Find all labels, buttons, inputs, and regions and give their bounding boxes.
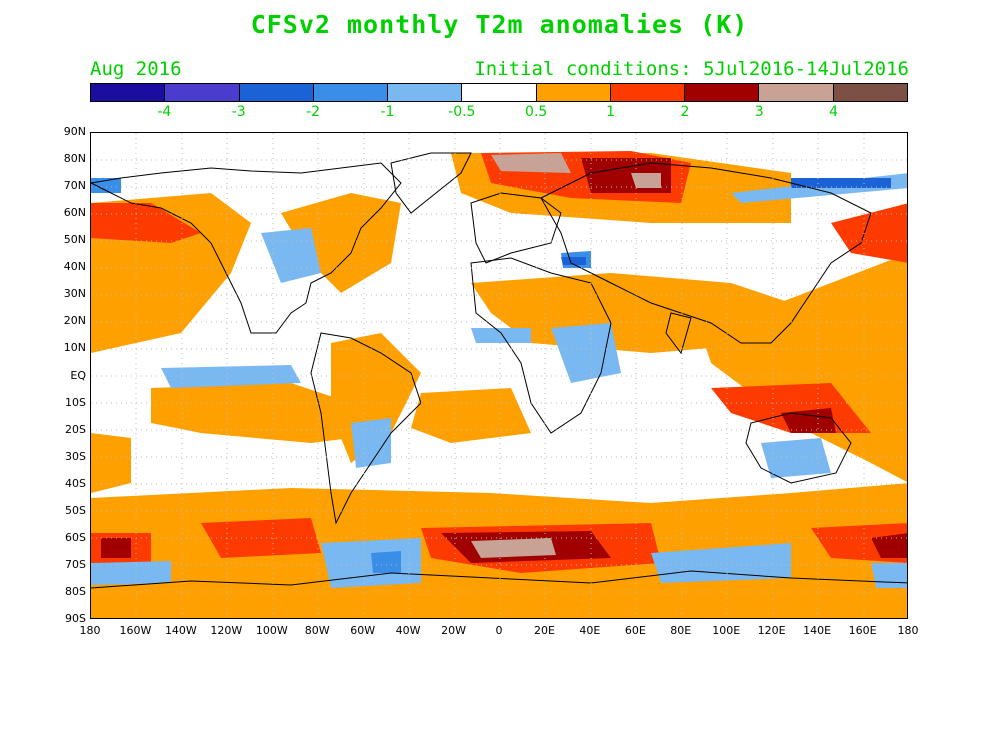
longitude-label: 20W bbox=[441, 624, 466, 637]
latitude-label: 70S bbox=[65, 557, 86, 571]
longitude-label: 80E bbox=[670, 624, 692, 637]
latitude-label: 30N bbox=[63, 287, 86, 301]
anomaly-region bbox=[561, 257, 586, 265]
anomaly-region bbox=[101, 538, 131, 558]
latitude-label: 70N bbox=[63, 179, 86, 193]
colorbar-label: 2 bbox=[680, 104, 690, 120]
latitude-label: 20S bbox=[65, 422, 86, 436]
map-title: CFSv2 monthly T2m anomalies (K) bbox=[250, 10, 749, 39]
latitude-label: 20N bbox=[63, 314, 86, 328]
colorbar-label: -2 bbox=[306, 104, 321, 120]
grid-dots bbox=[91, 133, 907, 618]
colorbar-label: 4 bbox=[829, 104, 839, 120]
longitude-label: 40W bbox=[395, 624, 421, 637]
anomaly-region bbox=[91, 433, 131, 493]
longitude-label: 100W bbox=[255, 624, 288, 637]
colorbar-label: 1 bbox=[606, 104, 615, 120]
colorbar-swatch bbox=[239, 84, 314, 101]
latitude-label: 60N bbox=[63, 206, 86, 220]
colorbar-label: 3 bbox=[754, 104, 764, 120]
anomaly-region bbox=[551, 323, 621, 383]
longitude-label: 80W bbox=[304, 624, 330, 637]
colorbar-swatch bbox=[462, 84, 537, 101]
coastlines bbox=[91, 152, 907, 589]
latitude-label: 40N bbox=[63, 260, 86, 274]
colorbar-label: -3 bbox=[231, 104, 246, 120]
anomaly-region bbox=[91, 561, 171, 585]
colorbar-swatch bbox=[685, 84, 760, 101]
anomaly-region bbox=[871, 533, 907, 558]
anomaly-region bbox=[91, 223, 231, 343]
colorbar-swatch bbox=[536, 84, 611, 101]
longitude-label: 60E bbox=[624, 624, 646, 637]
colorbar-label: -0.5 bbox=[448, 104, 476, 120]
longitude-label: 20E bbox=[533, 624, 555, 637]
anomaly-region bbox=[261, 228, 321, 283]
latitude-label: EQ bbox=[70, 368, 86, 382]
latitude-label: 30S bbox=[65, 449, 86, 463]
anomaly-region bbox=[371, 551, 401, 573]
anomaly-map bbox=[90, 132, 908, 619]
colorbar-swatch bbox=[388, 84, 463, 101]
longitude-label: 180 bbox=[79, 624, 101, 637]
anomaly-region bbox=[781, 408, 836, 433]
anomaly-region bbox=[491, 153, 571, 173]
longitude-label: 100E bbox=[712, 624, 741, 637]
longitude-label: 180 bbox=[897, 624, 919, 637]
anomaly-region bbox=[471, 328, 531, 343]
longitude-label: 140W bbox=[164, 624, 197, 637]
anomaly-region bbox=[651, 543, 791, 583]
latitude-label: 10S bbox=[65, 395, 86, 409]
anomaly-region bbox=[321, 538, 421, 588]
colorbar bbox=[90, 83, 908, 102]
anomaly-region bbox=[791, 178, 891, 188]
anomaly-region bbox=[631, 173, 661, 188]
colorbar-swatch bbox=[610, 84, 686, 101]
colorbar-label: 0.5 bbox=[525, 104, 548, 120]
anomaly-region bbox=[91, 203, 201, 243]
latitude-label: 80N bbox=[63, 152, 86, 166]
colorbar-labels: -4 -3 -2 -1 -0.5 0.5 1 2 3 4 bbox=[90, 104, 908, 122]
anomaly-region bbox=[831, 203, 907, 263]
latitude-label: 90S bbox=[65, 612, 86, 625]
colorbar-label: -1 bbox=[380, 104, 395, 120]
anomaly-region bbox=[871, 563, 907, 588]
anomaly-region bbox=[411, 388, 531, 443]
longitude-label: 0 bbox=[495, 624, 503, 637]
longitude-label: 140E bbox=[803, 624, 832, 637]
colorbar-swatch bbox=[759, 84, 834, 101]
colorbar-swatch bbox=[833, 84, 907, 101]
latitude-label: 60S bbox=[65, 530, 86, 544]
colorbar-swatch bbox=[165, 84, 240, 101]
longitude-label: 60W bbox=[350, 624, 376, 637]
latitude-label: 50N bbox=[63, 233, 86, 247]
longitude-label: 120E bbox=[757, 624, 786, 637]
longitude-label: 40E bbox=[579, 624, 601, 637]
longitude-label: 160E bbox=[848, 624, 877, 637]
colorbar-swatch bbox=[91, 84, 166, 101]
latitude-label: 40S bbox=[65, 476, 86, 490]
anomaly-region bbox=[761, 438, 831, 478]
anomaly-region bbox=[471, 538, 556, 558]
longitude-label: 120W bbox=[210, 624, 243, 637]
anomaly-region bbox=[351, 418, 391, 468]
initial-conditions-label: Initial conditions: 5Jul2016-14Jul2016 bbox=[474, 58, 909, 80]
colorbar-swatch bbox=[313, 84, 389, 101]
longitude-label: 160W bbox=[119, 624, 152, 637]
latitude-label: 80S bbox=[65, 584, 86, 598]
colorbar-label: -4 bbox=[157, 104, 172, 120]
month-label: Aug 2016 bbox=[90, 58, 182, 80]
latitude-label: 10N bbox=[63, 341, 86, 355]
latitude-label: 50S bbox=[65, 503, 86, 517]
latitude-label: 90N bbox=[63, 125, 86, 138]
